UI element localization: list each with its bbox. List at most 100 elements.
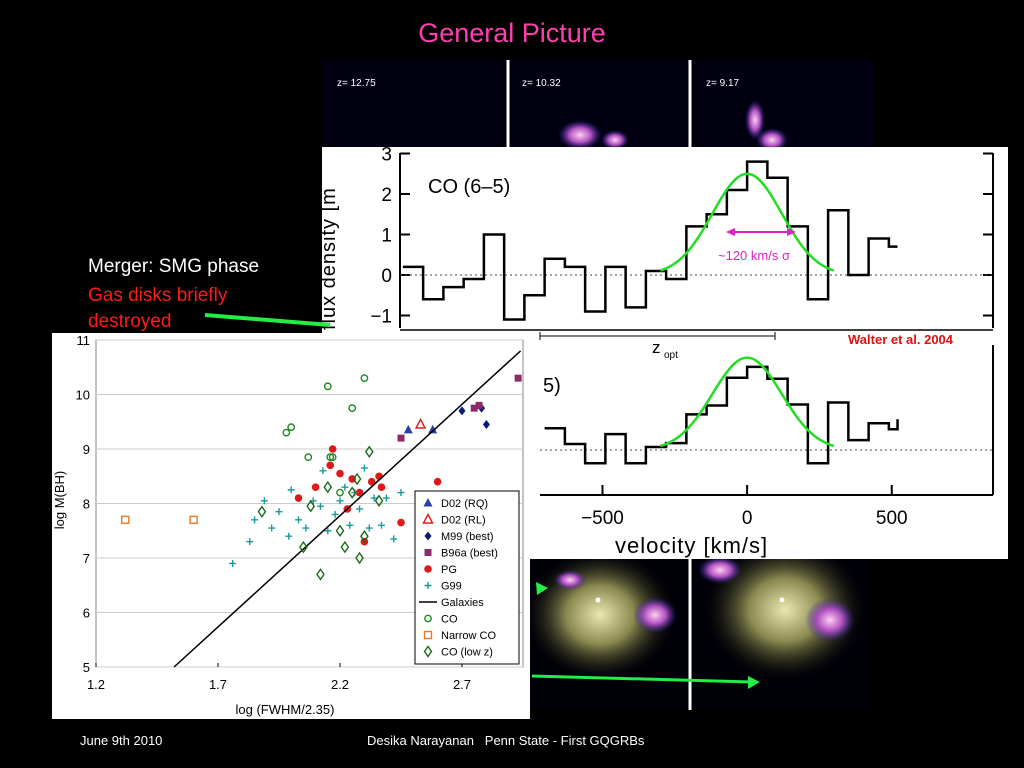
zopt-label: z [652,338,661,357]
scatter-point [355,551,364,565]
scatter-point [260,497,268,505]
scatter-point [397,434,405,442]
scatter-point [287,486,295,494]
scatter-point [326,461,335,470]
scatter-point [287,423,296,432]
scatter-point [374,494,384,507]
legend-marker [424,614,432,623]
scatter-point [475,401,483,409]
scatter-point [340,540,350,554]
spectrum-xtick-label: 0 [742,508,753,529]
scatter-point [189,515,198,525]
scatter-point [229,559,237,567]
legend-marker [424,565,432,573]
scatter-point [328,453,337,462]
scatter-point [336,488,344,497]
legend-entry: G99 [441,581,462,593]
scatter-point [360,529,369,543]
spectrum-gaussian-fit [659,172,835,272]
scatter-ytick-label: 5 [83,660,90,675]
scatter-point [304,453,313,462]
citation: Walter et al. 2004 [848,332,954,347]
spectrum-panel2-label: 5) [543,375,561,397]
legend-entry: Galaxies [441,597,484,609]
scatter-point [433,477,442,486]
scatter-point [246,538,254,546]
scatter-point [323,382,332,391]
spectrum-xtick-label: −500 [581,508,624,529]
spectrum-ytick-label: 1 [381,226,392,247]
scatter-point [428,424,438,434]
slide-title: General Picture [418,18,606,48]
spectrum-panel-label: CO (6–5) [428,176,510,198]
scatter-point [360,464,368,472]
zopt-subscript: opt [664,350,678,361]
scatter-point [294,494,303,502]
scatter-point [482,419,490,429]
legend-entry: PG [441,564,457,576]
sim-label: z= 12.75 [337,78,376,89]
sim-blob [805,598,855,642]
scatter-galaxies-relation-line [173,350,522,668]
sim-blob [756,128,788,152]
scatter-point [364,445,374,458]
scatter-ytick-label: 10 [76,388,90,403]
sim-blob [601,130,629,150]
scatter-point [282,428,291,437]
scatter-point [397,489,405,497]
scatter-xtick-label: 1.7 [209,677,227,692]
scatter-point [341,483,349,491]
spectrum-xtick-label: 500 [876,508,908,529]
scatter-ylabel: log M(BH) [52,471,67,530]
legend-entry: D02 (RL) [441,515,486,527]
scatter-ytick-label: 9 [83,442,90,457]
scatter-ytick-label: 7 [83,551,90,566]
sim-label: z= 9.17 [706,78,740,89]
scatter-point [306,500,316,513]
scatter-legend: D02 (RQ) D02 (RL) M99 (best) B96a (best) PG G… [414,490,520,665]
legend-entry: Narrow CO [441,630,496,642]
scatter-point [348,404,357,413]
scatter-point [377,483,386,491]
legend-entry: CO (low z) [441,647,493,659]
scatter-point [356,505,364,513]
scatter-point [375,472,383,481]
scatter-point [346,521,354,529]
mbh-fwhm-scatter-chart: 5 6 7 8 9 10 11 1.2 1.7 2.2 2.7 log (FWHM/2.35) lo… [52,333,530,719]
merger-arrow [204,313,331,327]
sim-blob [554,570,586,590]
merger-note: Gas disks briefly destroyed [88,285,228,332]
scatter-point [335,524,345,537]
scatter-point [470,404,478,412]
legend-marker [424,549,432,556]
legend-marker [423,630,433,640]
scatter-point [316,568,325,581]
spectrum-xlabel: velocity [km/s] [615,533,768,558]
scatter-point [323,480,333,494]
scatter-point [336,469,344,478]
scatter-point [360,374,369,383]
legend-marker [423,498,433,507]
scatter-point [331,510,339,518]
scatter-point [352,472,362,486]
scatter-point [347,486,357,499]
scatter-point [403,424,413,434]
scatter-point [370,494,378,502]
legend-entry: B96a (best) [441,548,498,560]
scatter-ytick-label: 6 [83,606,90,621]
sim-galaxy [705,540,865,680]
scatter-point [328,445,337,453]
legend-entry: D02 (RQ) [441,498,488,510]
scatter-point [319,467,327,475]
scatter-xlabel: log (FWHM/2.35) [236,702,335,717]
spectrum-series-step [402,160,898,321]
scatter-point [285,532,293,540]
scatter-point [295,516,303,524]
sim-blob [698,556,742,584]
scatter-ytick-label: 8 [83,497,90,512]
sim-blob [745,100,765,140]
scatter-point [326,453,335,462]
spectrum-ylabel: flux density [m [318,187,340,330]
scatter-point [251,516,259,524]
